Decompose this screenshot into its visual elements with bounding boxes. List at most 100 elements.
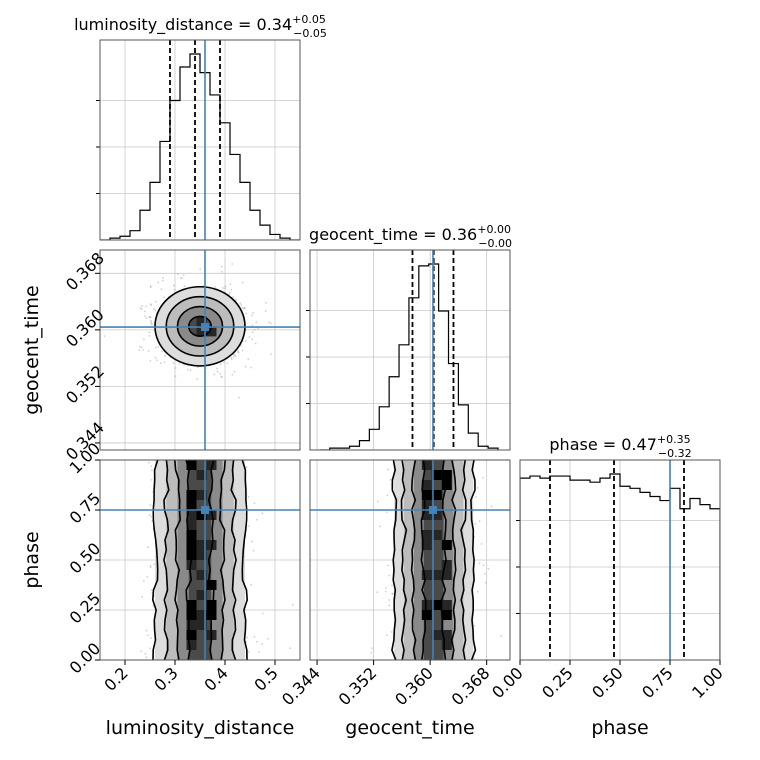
sample-point: [196, 378, 199, 380]
sample-point: [482, 564, 485, 567]
sample-point: [197, 366, 199, 369]
sample-point: [145, 317, 148, 319]
x-axis-label-phase: phase: [591, 717, 648, 739]
sample-point: [248, 336, 251, 339]
sample-point: [251, 324, 254, 327]
sample-point: [388, 574, 391, 577]
sample-point: [388, 604, 391, 607]
density-block: [441, 610, 452, 620]
density-block: [441, 630, 452, 640]
sample-point: [226, 362, 229, 365]
contour-line: [410, 460, 417, 660]
sample-point: [148, 331, 151, 334]
contour-line: [470, 460, 477, 660]
hist-panel-geocent_time: [306, 249, 511, 451]
sample-point: [189, 369, 192, 372]
sample-point: [246, 636, 249, 639]
sample-point: [247, 651, 250, 653]
density-block: [206, 326, 217, 337]
density-block: [186, 500, 197, 510]
sample-point: [143, 310, 146, 313]
sample-point: [390, 631, 393, 633]
density-panel-luminosity_distance-phase: [99, 459, 301, 661]
contour-line: [420, 460, 427, 660]
x-tick-label: 0.2: [100, 663, 131, 694]
sample-point: [147, 546, 149, 549]
sample-point: [484, 581, 487, 584]
sample-point: [148, 316, 151, 319]
sample-point: [179, 277, 182, 279]
sample-point: [243, 307, 245, 310]
y-tick-label: 0.25: [66, 589, 105, 628]
sample-point: [258, 651, 260, 653]
contour-line: [185, 460, 193, 660]
density-block: [196, 570, 207, 580]
density-block: [196, 316, 207, 327]
contour-line: [230, 460, 237, 660]
sample-point: [149, 316, 152, 319]
sample-point: [149, 647, 152, 650]
sample-point: [139, 307, 142, 310]
sample-point: [181, 277, 184, 280]
sample-point: [236, 350, 239, 352]
contour-line: [174, 460, 182, 660]
sample-point: [238, 396, 240, 399]
sample-point: [149, 315, 152, 318]
sample-point: [153, 308, 155, 310]
sample-point: [219, 372, 222, 375]
sample-point: [219, 363, 222, 366]
sample-point: [161, 350, 163, 353]
sample-point: [376, 591, 379, 594]
sample-point: [487, 567, 490, 570]
sample-point: [103, 335, 106, 337]
density-block: [431, 490, 442, 500]
density-block: [441, 540, 452, 550]
sample-point: [161, 279, 164, 282]
sample-point: [254, 342, 257, 345]
x-tick-label: 0.360: [391, 663, 437, 709]
sample-point: [251, 331, 254, 334]
sample-point: [477, 590, 479, 593]
title-minus-phase: −0.32: [658, 447, 692, 460]
panel-frame: [309, 459, 511, 661]
sample-point: [150, 479, 153, 481]
sample-point: [255, 518, 258, 521]
sample-point: [230, 288, 233, 291]
sample-point: [229, 283, 232, 285]
sample-point: [490, 505, 493, 508]
sample-point: [378, 525, 381, 528]
density-block: [196, 620, 207, 630]
sample-point: [255, 640, 258, 643]
density-block: [186, 600, 197, 610]
sample-point: [149, 566, 152, 569]
sample-point: [220, 375, 223, 378]
density-block: [441, 480, 452, 490]
contour-line: [450, 460, 457, 660]
sample-point: [389, 478, 392, 481]
contour-line: [440, 460, 447, 660]
density-block: [431, 510, 442, 520]
density-block: [186, 630, 197, 640]
sample-point: [150, 322, 153, 325]
sample-point: [138, 345, 141, 348]
sample-point: [478, 562, 481, 564]
sample-point: [252, 312, 255, 314]
sample-point: [144, 652, 147, 655]
truth-marker: [201, 506, 209, 514]
sample-point: [245, 340, 247, 342]
density-block: [186, 460, 197, 470]
density-block: [441, 570, 452, 580]
sample-point: [150, 321, 153, 323]
sample-point: [150, 515, 153, 518]
sample-point: [142, 349, 145, 351]
sample-point: [473, 657, 475, 660]
sample-point: [247, 358, 250, 361]
title-minus-luminosity_distance: −0.05: [293, 27, 327, 40]
sample-point: [261, 643, 264, 645]
density-block: [186, 520, 197, 530]
sample-point: [222, 287, 224, 289]
sample-point: [231, 373, 234, 376]
sample-point: [163, 361, 166, 364]
density-block: [421, 540, 432, 550]
